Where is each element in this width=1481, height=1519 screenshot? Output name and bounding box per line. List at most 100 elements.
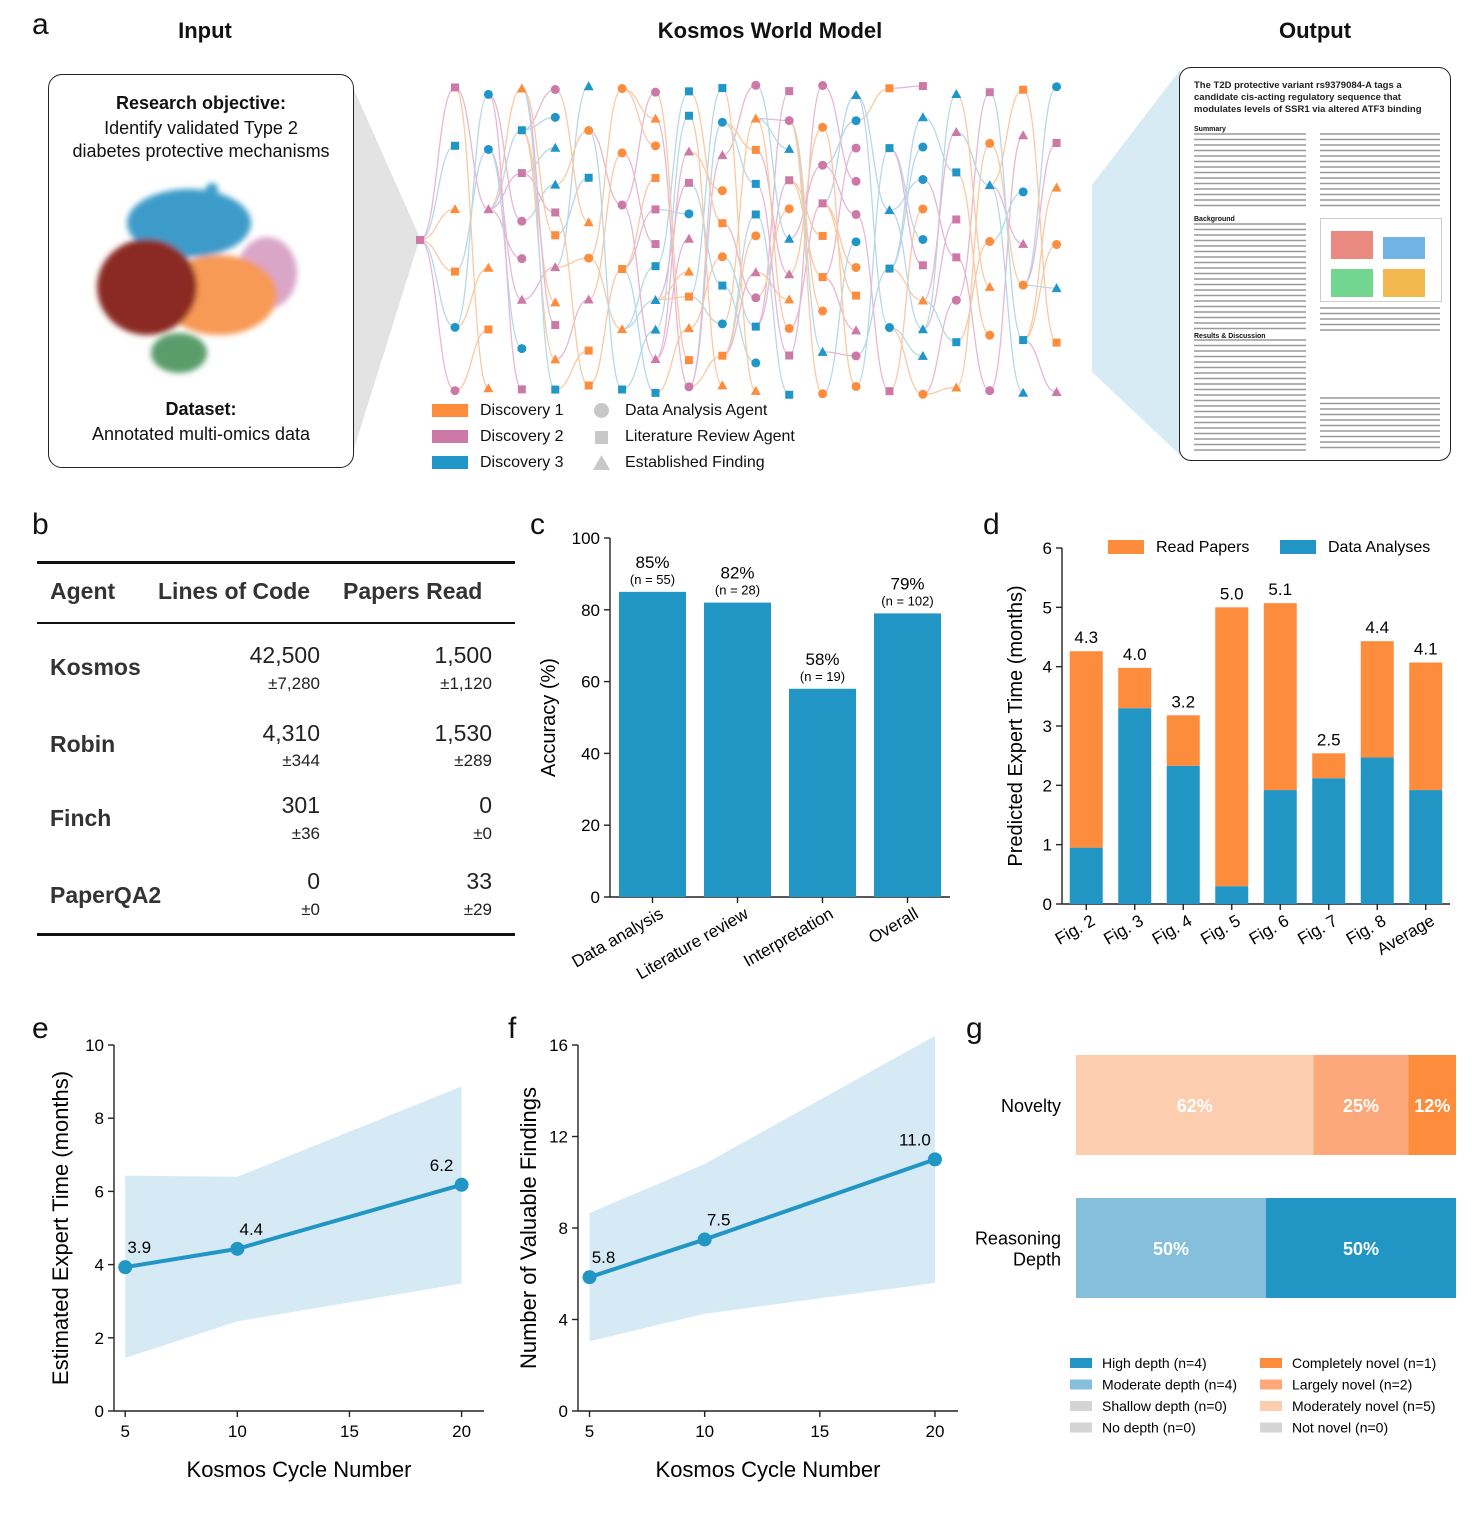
network-edge — [1023, 284, 1057, 289]
panel-label-g: g — [966, 1012, 983, 1045]
y-tick-label: 5 — [1043, 598, 1052, 617]
network-edge — [488, 87, 523, 210]
network-node-triangle — [951, 382, 962, 392]
network-edge — [588, 129, 623, 206]
network-node-square — [551, 385, 560, 394]
dataset-title: Dataset: — [165, 399, 237, 419]
network-edge — [922, 116, 957, 174]
y-tick-label: 2 — [1043, 776, 1052, 795]
network-node-square — [985, 88, 994, 97]
network-legend: Discovery 1 Discovery 2 Discovery 3 Data… — [430, 400, 850, 480]
legend-swatch — [1260, 1422, 1282, 1433]
network-edge — [721, 87, 757, 392]
network-node-triangle — [683, 233, 694, 243]
network-node-circle — [851, 176, 861, 186]
table-papers-sd-paperqa2: ±29 — [463, 900, 492, 919]
y-tick-label: 2 — [95, 1329, 104, 1348]
network-edge — [588, 268, 623, 387]
x-tick-label: 15 — [340, 1422, 359, 1441]
network-node-square — [517, 169, 526, 178]
legend-label-data-analysis: Data Analysis Agent — [625, 402, 768, 419]
network-node-triangle — [650, 294, 661, 304]
read-papers-bar — [1360, 641, 1394, 758]
accuracy-bar — [874, 613, 941, 897]
network-edge — [487, 93, 523, 391]
network-node-square — [918, 261, 927, 270]
expert-time-line-chart: 0 2 4 6 8 10 5 10 15 20 3.9 4.4 6.2 Kosmos Cycle Numb… — [48, 1036, 484, 1482]
network-edge — [788, 119, 824, 312]
legend-label: Completely novel (n=1) — [1292, 1355, 1436, 1371]
network-node-triangle — [917, 295, 928, 305]
network-node-circle — [751, 231, 761, 241]
network-node-square — [684, 111, 693, 120]
x-tick-label: Fig. 3 — [1100, 911, 1146, 949]
paper-section-background: Background — [1194, 216, 1235, 223]
network-node-triangle — [550, 179, 561, 189]
x-tick-label: Fig. 6 — [1246, 911, 1292, 949]
network-node-circle — [584, 253, 594, 263]
network-edge — [555, 298, 589, 361]
network-node-circle — [1018, 187, 1028, 197]
network-edge — [722, 271, 757, 357]
y-tick-label: 1 — [1043, 836, 1052, 855]
network-edge — [889, 208, 924, 392]
network-node-square — [584, 173, 593, 182]
network-edge — [1023, 339, 1057, 393]
y-tick-label: 6 — [95, 1182, 104, 1201]
network-edge — [722, 235, 757, 357]
network-node-square — [885, 387, 894, 396]
network-node-square — [818, 199, 827, 208]
data-analyses-bar — [1166, 765, 1200, 904]
network-edge — [822, 164, 857, 216]
network-edge — [956, 131, 990, 186]
network-node-circle — [818, 160, 828, 170]
y-tick-label: 4 — [95, 1256, 104, 1275]
network-node-square — [618, 385, 627, 394]
network-node-triangle — [483, 262, 494, 272]
network-node-circle — [651, 87, 661, 97]
network-edge — [755, 208, 790, 299]
network-edge — [555, 349, 589, 391]
read-papers-bar — [1263, 603, 1297, 791]
network-node-triangle — [1018, 387, 1029, 397]
total-label: 4.1 — [1414, 640, 1438, 659]
table-papers-paperqa2: 33 — [466, 868, 492, 894]
segment-bar — [1313, 1055, 1409, 1155]
network-edge — [554, 211, 590, 387]
segment-bar — [1076, 1198, 1266, 1298]
y-tick-label: 6 — [1043, 539, 1052, 558]
network-node-circle — [985, 138, 995, 148]
network-edge — [722, 84, 756, 156]
segment-label: 50% — [1153, 1239, 1189, 1259]
network-node-circle — [851, 237, 861, 247]
network-node-triangle — [784, 269, 795, 279]
network-node-circle — [1018, 280, 1028, 290]
network-node-square — [684, 87, 693, 96]
x-axis-label: Kosmos Cycle Number — [656, 1457, 881, 1482]
read-papers-bar — [1166, 715, 1200, 766]
network-edge — [621, 328, 656, 391]
network-edge — [688, 296, 723, 325]
data-point — [454, 1177, 469, 1192]
network-edge — [688, 115, 723, 386]
accuracy-n-label: (n = 19) — [800, 669, 845, 684]
y-tick-label: 8 — [95, 1109, 104, 1128]
network-node-triangle — [984, 281, 995, 291]
accuracy-n-label: (n = 55) — [630, 572, 675, 587]
network-edge — [722, 121, 756, 185]
network-node-circle — [751, 80, 761, 90]
accuracy-n-label: (n = 28) — [715, 583, 760, 598]
panel-label-c: c — [530, 508, 545, 541]
network-node-square — [484, 325, 493, 334]
y-axis-label: Predicted Expert Time (months) — [1005, 585, 1027, 866]
network-edge — [454, 267, 489, 329]
network-node-square — [517, 126, 526, 135]
table-header-papers: Papers Read — [343, 578, 483, 604]
network-edge — [621, 91, 656, 206]
network-node-square — [684, 178, 693, 187]
panel-label-b: b — [32, 508, 49, 541]
network-node-square — [684, 292, 693, 301]
network-edge — [755, 149, 790, 275]
x-tick-label: 5 — [120, 1422, 129, 1441]
